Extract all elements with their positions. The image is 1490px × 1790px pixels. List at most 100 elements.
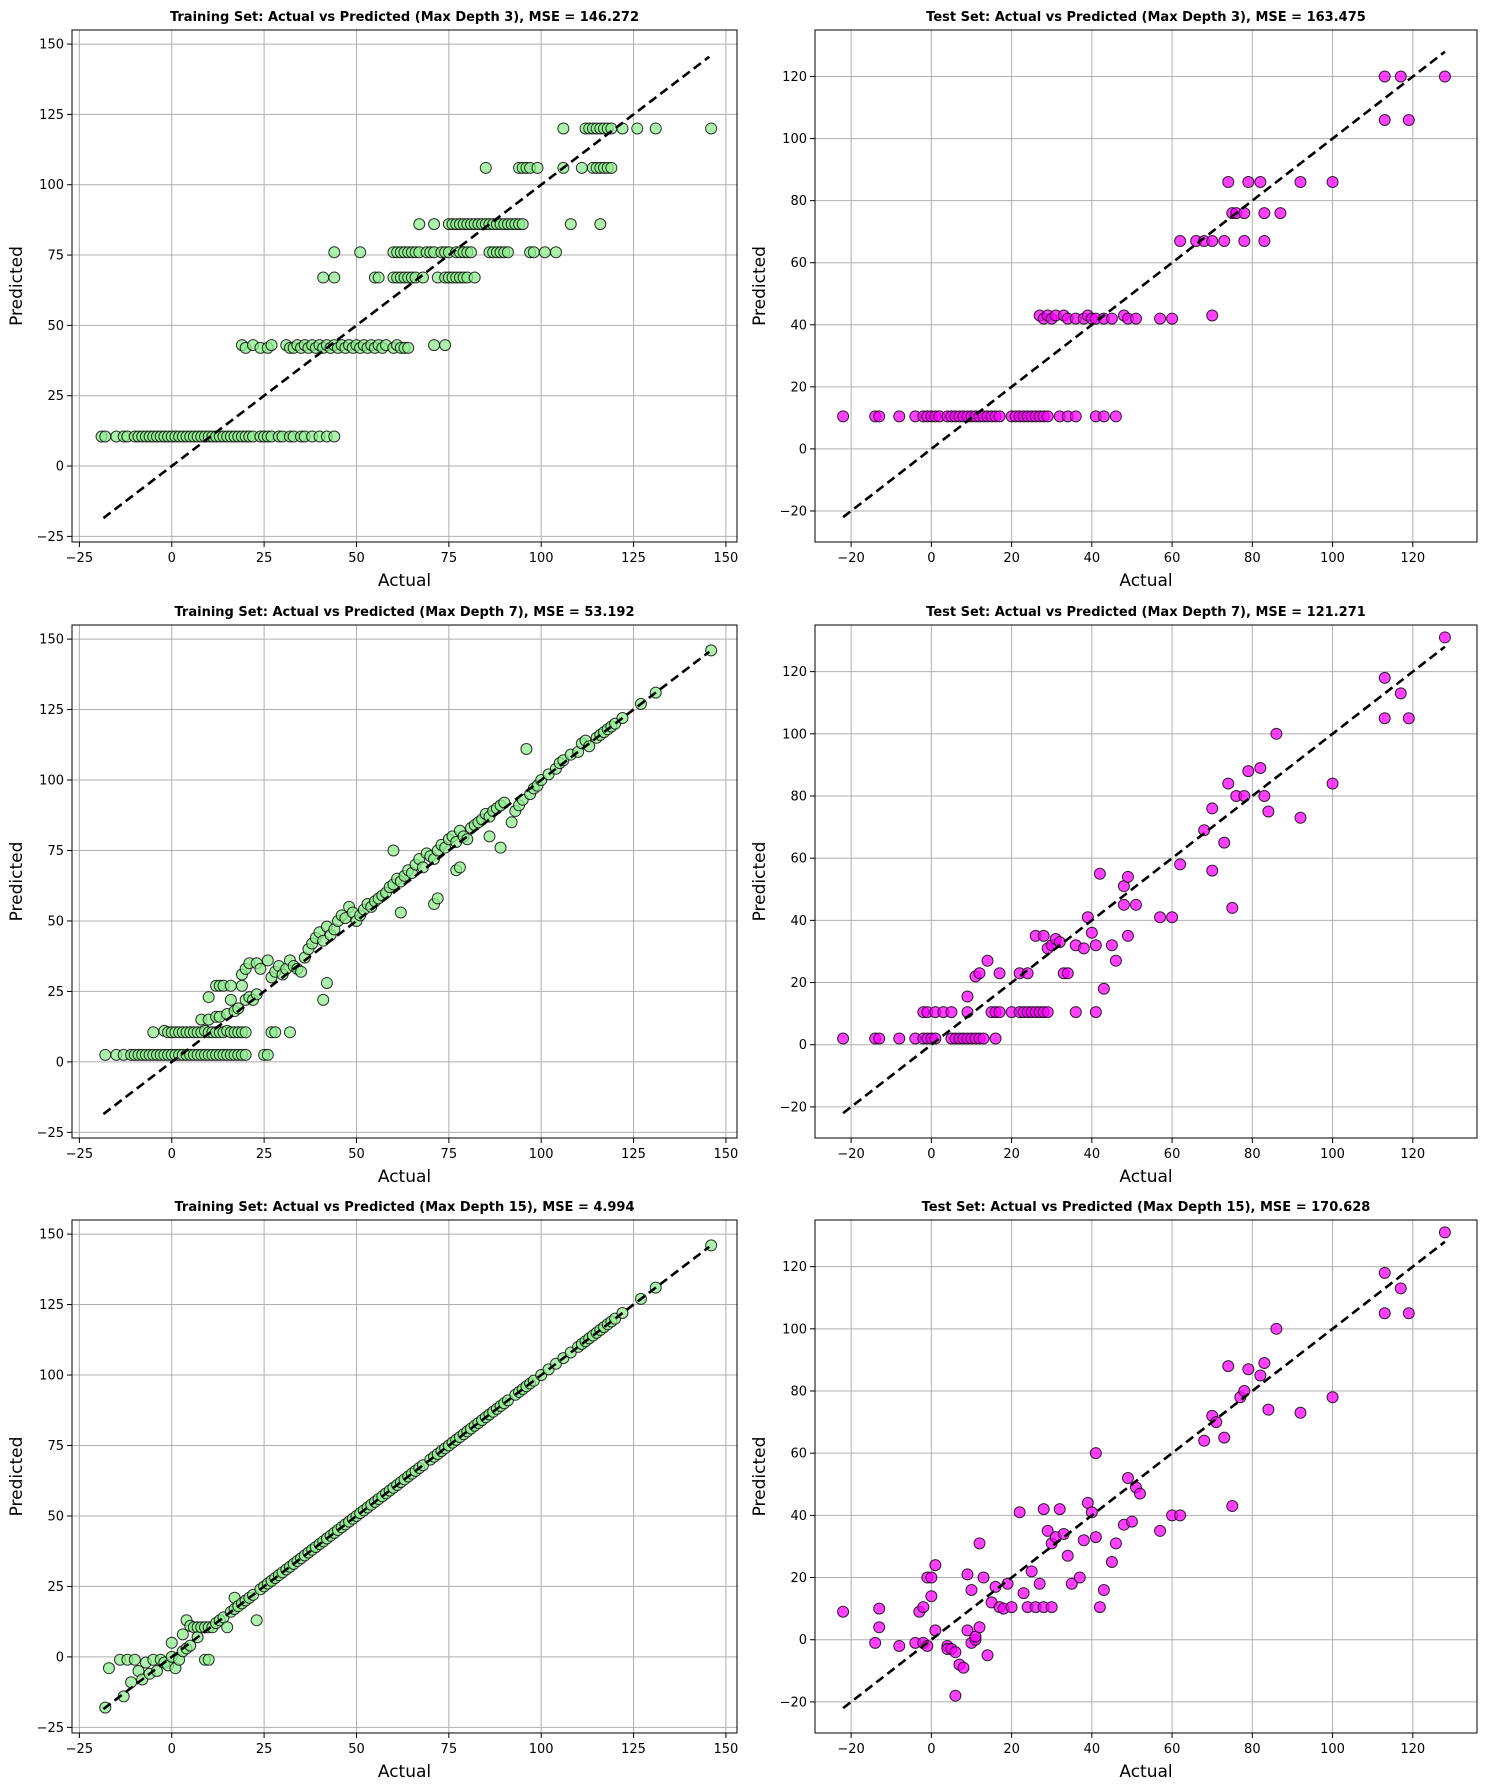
y-tick-label: −25 (37, 1721, 64, 1736)
data-point (1089, 1006, 1102, 1019)
data-point (1129, 312, 1142, 325)
x-tick-label: 150 (714, 551, 739, 566)
data-point (1061, 967, 1074, 980)
data-point (1105, 939, 1118, 952)
x-tick-label: −25 (66, 1742, 93, 1757)
x-axis-label: Actual (378, 1167, 431, 1187)
data-point (945, 1006, 958, 1019)
x-tick-label: 125 (621, 551, 646, 566)
data-point (1326, 777, 1339, 790)
data-point (1109, 954, 1122, 967)
data-point (1121, 870, 1134, 883)
data-point (483, 830, 496, 843)
y-tick-label: 80 (790, 1385, 807, 1400)
y-axis-label: Predicted (7, 1437, 27, 1517)
x-tick-label: 60 (1164, 1147, 1181, 1162)
data-point (1166, 911, 1179, 924)
x-tick-label: 40 (1084, 551, 1101, 566)
data-point (1258, 790, 1271, 802)
y-tick-label: 20 (790, 976, 807, 991)
data-point (837, 1605, 850, 1618)
chart-title: Training Set: Actual vs Predicted (Max D… (174, 605, 634, 620)
data-point (1017, 1587, 1030, 1600)
x-tick-label: 20 (1003, 1147, 1020, 1162)
data-point (1198, 1434, 1211, 1447)
x-tick-label: 60 (1164, 1742, 1181, 1757)
data-point (1326, 1391, 1339, 1404)
data-point (128, 1653, 141, 1666)
y-tick-label: 25 (47, 985, 64, 1000)
data-point (893, 1032, 906, 1045)
y-tick-label: 40 (790, 914, 807, 929)
y-axis-label: Predicted (7, 246, 27, 326)
data-point (594, 218, 607, 231)
data-point (1117, 898, 1130, 911)
reference-line (842, 645, 1446, 1115)
data-point (1077, 942, 1090, 955)
y-tick-label: 0 (56, 1650, 64, 1665)
data-point (929, 1032, 942, 1045)
data-point (1270, 727, 1283, 740)
y-tick-label: 50 (47, 914, 64, 929)
x-tick-label: 0 (168, 1742, 176, 1757)
x-tick-label: 150 (714, 1147, 739, 1162)
data-point (269, 1026, 282, 1039)
data-point (1174, 858, 1187, 871)
data-point (1121, 929, 1134, 942)
data-point (1242, 1363, 1255, 1376)
data-point (394, 906, 407, 919)
x-axis-label: Actual (378, 1762, 431, 1782)
data-point (981, 954, 994, 967)
data-point (1438, 70, 1451, 83)
data-point (1242, 765, 1255, 778)
data-point (250, 1614, 263, 1627)
data-point (465, 246, 477, 259)
x-tick-label: 25 (256, 1147, 273, 1162)
data-point (1097, 410, 1110, 423)
data-point (265, 339, 278, 352)
data-point (965, 1583, 978, 1596)
x-tick-label: 75 (441, 551, 458, 566)
y-axis-label: Predicted (750, 842, 770, 922)
data-point (320, 976, 333, 989)
data-point (1438, 1226, 1451, 1239)
reference-line (102, 1245, 711, 1711)
data-point (1105, 1556, 1118, 1568)
data-point (1073, 1571, 1086, 1584)
data-point (261, 1048, 274, 1061)
x-tick-label: 75 (441, 1147, 458, 1162)
chart-title: Training Set: Actual vs Predicted (Max D… (174, 1200, 634, 1215)
y-tick-label: 20 (790, 380, 807, 395)
data-point (1085, 1506, 1098, 1519)
data-point (1254, 176, 1267, 189)
data-point (520, 743, 533, 756)
y-tick-label: 100 (39, 178, 64, 193)
data-point (893, 1639, 906, 1652)
y-tick-label: 50 (47, 1509, 64, 1524)
x-tick-label: 25 (256, 551, 273, 566)
data-point (283, 1026, 296, 1039)
x-tick-label: 120 (1400, 1147, 1425, 1162)
data-point (1206, 864, 1219, 877)
data-point (479, 161, 492, 174)
x-tick-label: 100 (529, 551, 554, 566)
data-point (439, 339, 452, 352)
x-tick-label: 0 (927, 551, 935, 566)
x-tick-label: 80 (1244, 1147, 1261, 1162)
data-point (254, 962, 267, 975)
data-point (1105, 312, 1118, 325)
plot-frame (814, 1219, 1478, 1734)
data-point (1154, 1524, 1167, 1537)
data-point (402, 341, 415, 354)
data-point (317, 993, 330, 1006)
data-point (949, 1646, 962, 1659)
x-tick-label: 50 (348, 1147, 365, 1162)
data-point (1005, 1601, 1018, 1614)
y-tick-label: 25 (47, 1580, 64, 1595)
y-tick-label: 0 (799, 442, 807, 457)
data-point (1037, 1503, 1050, 1516)
data-point (1394, 70, 1407, 83)
y-tick-label: 75 (47, 844, 64, 859)
data-point (1402, 113, 1415, 126)
plot-frame (71, 29, 738, 543)
